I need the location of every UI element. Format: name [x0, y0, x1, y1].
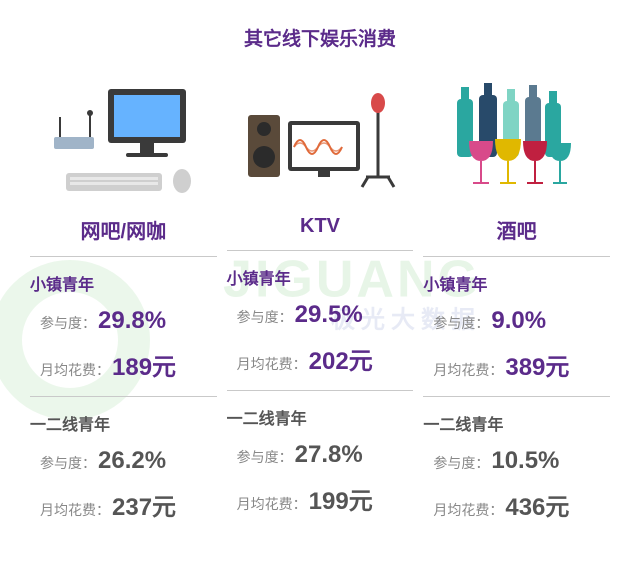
stat-row: 参与度： 29.8% [40, 307, 217, 335]
spend-value: 202元 [309, 341, 373, 376]
participation-value: 29.8% [98, 307, 166, 335]
participation-value: 26.2% [98, 447, 166, 475]
bar-icon [423, 71, 610, 211]
category-title: 网吧/网咖 [30, 211, 217, 257]
stat-row: 参与度： 26.2% [40, 447, 217, 475]
spend-value: 189元 [112, 347, 176, 382]
internet-cafe-icon [30, 71, 217, 211]
spend-label: 月均花费： [433, 500, 503, 520]
spend-label: 月均花费： [40, 500, 110, 520]
stat-row: 月均花费： 189元 [40, 347, 217, 382]
columns: 网吧/网咖 小镇青年 参与度： 29.8% 月均花费： 189元 一二线青年 参… [30, 71, 610, 530]
spend-label: 月均花费： [237, 354, 307, 374]
stat-row: 参与度： 10.5% [433, 447, 610, 475]
group-primary-title: 小镇青年 [423, 271, 610, 295]
participation-label: 参与度： [433, 453, 489, 473]
participation-value: 9.0% [491, 307, 546, 335]
stat-row: 参与度： 29.5% [237, 301, 414, 329]
spend-value: 237元 [112, 487, 176, 522]
group-secondary-title: 一二线青年 [423, 411, 610, 435]
spend-value: 436元 [505, 487, 569, 522]
stat-row: 月均花费： 237元 [40, 487, 217, 522]
category-column: 酒吧 小镇青年 参与度： 9.0% 月均花费： 389元 一二线青年 参与度： … [423, 71, 610, 530]
stat-row: 月均花费： 199元 [237, 481, 414, 516]
category-column: 网吧/网咖 小镇青年 参与度： 29.8% 月均花费： 189元 一二线青年 参… [30, 71, 217, 530]
participation-label: 参与度： [40, 453, 96, 473]
participation-value: 27.8% [295, 441, 363, 469]
divider [423, 396, 610, 397]
participation-label: 参与度： [433, 313, 489, 333]
category-title: 酒吧 [423, 211, 610, 257]
participation-label: 参与度： [237, 307, 293, 327]
stat-row: 月均花费： 436元 [433, 487, 610, 522]
group-primary-title: 小镇青年 [30, 271, 217, 295]
spend-label: 月均花费： [433, 360, 503, 380]
participation-label: 参与度： [237, 447, 293, 467]
spend-label: 月均花费： [237, 494, 307, 514]
category-column: KTV 小镇青年 参与度： 29.5% 月均花费： 202元 一二线青年 参与度… [227, 71, 414, 530]
participation-value: 10.5% [491, 447, 559, 475]
participation-label: 参与度： [40, 313, 96, 333]
spend-label: 月均花费： [40, 360, 110, 380]
category-title: KTV [227, 211, 414, 251]
group-secondary-title: 一二线青年 [227, 405, 414, 429]
participation-value: 29.5% [295, 301, 363, 329]
ktv-icon [227, 71, 414, 211]
divider [30, 396, 217, 397]
spend-value: 389元 [505, 347, 569, 382]
stat-row: 参与度： 9.0% [433, 307, 610, 335]
divider [227, 390, 414, 391]
group-primary-title: 小镇青年 [227, 265, 414, 289]
spend-value: 199元 [309, 481, 373, 516]
page-title: 其它线下娱乐消费 [30, 24, 610, 51]
stat-row: 月均花费： 202元 [237, 341, 414, 376]
infographic-root: 其它线下娱乐消费 [0, 0, 640, 550]
group-secondary-title: 一二线青年 [30, 411, 217, 435]
stat-row: 月均花费： 389元 [433, 347, 610, 382]
stat-row: 参与度： 27.8% [237, 441, 414, 469]
